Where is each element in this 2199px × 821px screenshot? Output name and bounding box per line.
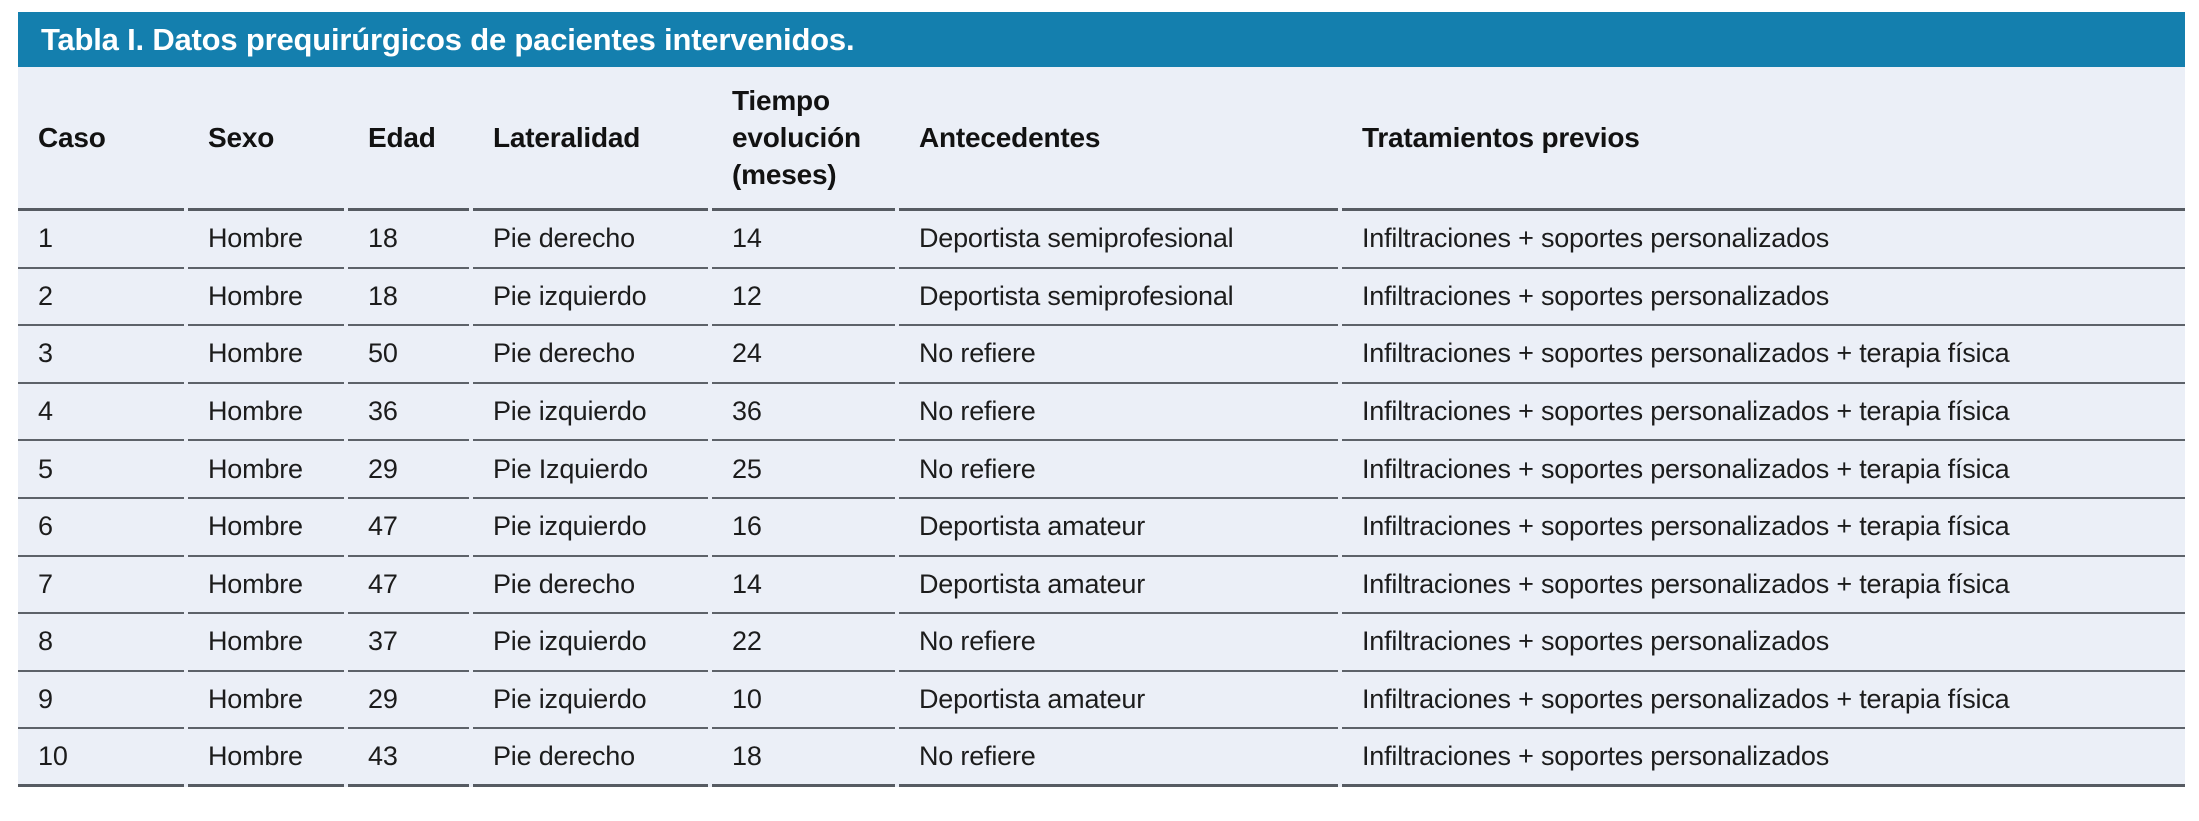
cell-tratamientos-previos: Infiltraciones + soportes personalizados — [1342, 211, 2185, 269]
cell-sexo: Hombre — [188, 211, 344, 269]
cell-caso: 2 — [18, 269, 184, 327]
cell-tiempo-evolucion: 24 — [712, 326, 895, 384]
cell-edad: 50 — [348, 326, 469, 384]
col-header-caso: Caso — [18, 67, 184, 211]
cell-tiempo-evolucion: 10 — [712, 672, 895, 730]
table-row: 10 Hombre 43 Pie derecho 18 No refiere I… — [18, 729, 2185, 787]
cell-edad: 29 — [348, 672, 469, 730]
cell-sexo: Hombre — [188, 441, 344, 499]
cell-caso: 9 — [18, 672, 184, 730]
cell-lateralidad: Pie izquierdo — [473, 672, 708, 730]
table-row: 9 Hombre 29 Pie izquierdo 10 Deportista … — [18, 672, 2185, 730]
cell-tiempo-evolucion: 14 — [712, 557, 895, 615]
cell-tratamientos-previos: Infiltraciones + soportes personalizados — [1342, 269, 2185, 327]
cell-caso: 4 — [18, 384, 184, 442]
col-header-edad: Edad — [348, 67, 469, 211]
cell-edad: 36 — [348, 384, 469, 442]
cell-sexo: Hombre — [188, 614, 344, 672]
cell-tratamientos-previos: Infiltraciones + soportes personalizados… — [1342, 672, 2185, 730]
cell-lateralidad: Pie derecho — [473, 211, 708, 269]
table-header-row: Caso Sexo Edad Lateralidad Tiempo evoluc… — [18, 67, 2185, 211]
cell-sexo: Hombre — [188, 326, 344, 384]
data-table: Caso Sexo Edad Lateralidad Tiempo evoluc… — [18, 67, 2185, 787]
cell-sexo: Hombre — [188, 557, 344, 615]
cell-caso: 3 — [18, 326, 184, 384]
table-row: 3 Hombre 50 Pie derecho 24 No refiere In… — [18, 326, 2185, 384]
col-header-tiempo-evolucion: Tiempo evolución (meses) — [712, 67, 895, 211]
cell-lateralidad: Pie derecho — [473, 326, 708, 384]
table-row: 4 Hombre 36 Pie izquierdo 36 No refiere … — [18, 384, 2185, 442]
cell-lateralidad: Pie derecho — [473, 729, 708, 787]
table-row: 6 Hombre 47 Pie izquierdo 16 Deportista … — [18, 499, 2185, 557]
cell-tiempo-evolucion: 14 — [712, 211, 895, 269]
cell-antecedentes: No refiere — [899, 729, 1338, 787]
cell-caso: 6 — [18, 499, 184, 557]
cell-edad: 18 — [348, 269, 469, 327]
cell-tratamientos-previos: Infiltraciones + soportes personalizados… — [1342, 384, 2185, 442]
cell-antecedentes: Deportista amateur — [899, 499, 1338, 557]
cell-antecedentes: No refiere — [899, 384, 1338, 442]
cell-tratamientos-previos: Infiltraciones + soportes personalizados… — [1342, 326, 2185, 384]
cell-antecedentes: Deportista semiprofesional — [899, 269, 1338, 327]
cell-lateralidad: Pie derecho — [473, 557, 708, 615]
table-title: Tabla I. Datos prequirúrgicos de pacient… — [41, 21, 855, 57]
cell-antecedentes: No refiere — [899, 441, 1338, 499]
cell-tiempo-evolucion: 18 — [712, 729, 895, 787]
table-title-bar: Tabla I. Datos prequirúrgicos de pacient… — [18, 12, 2185, 67]
cell-tiempo-evolucion: 16 — [712, 499, 895, 557]
cell-tratamientos-previos: Infiltraciones + soportes personalizados… — [1342, 499, 2185, 557]
cell-antecedentes: Deportista semiprofesional — [899, 211, 1338, 269]
cell-antecedentes: No refiere — [899, 326, 1338, 384]
cell-caso: 10 — [18, 729, 184, 787]
table-row: 8 Hombre 37 Pie izquierdo 22 No refiere … — [18, 614, 2185, 672]
cell-tratamientos-previos: Infiltraciones + soportes personalizados… — [1342, 441, 2185, 499]
table-row: 7 Hombre 47 Pie derecho 14 Deportista am… — [18, 557, 2185, 615]
cell-caso: 7 — [18, 557, 184, 615]
cell-tiempo-evolucion: 12 — [712, 269, 895, 327]
cell-caso: 1 — [18, 211, 184, 269]
cell-tiempo-evolucion: 25 — [712, 441, 895, 499]
cell-edad: 29 — [348, 441, 469, 499]
table-row: 5 Hombre 29 Pie Izquierdo 25 No refiere … — [18, 441, 2185, 499]
col-header-lateralidad: Lateralidad — [473, 67, 708, 211]
table-row: 1 Hombre 18 Pie derecho 14 Deportista se… — [18, 211, 2185, 269]
cell-caso: 5 — [18, 441, 184, 499]
cell-tratamientos-previos: Infiltraciones + soportes personalizados… — [1342, 557, 2185, 615]
cell-sexo: Hombre — [188, 384, 344, 442]
cell-tratamientos-previos: Infiltraciones + soportes personalizados — [1342, 729, 2185, 787]
cell-antecedentes: Deportista amateur — [899, 557, 1338, 615]
cell-lateralidad: Pie Izquierdo — [473, 441, 708, 499]
cell-antecedentes: No refiere — [899, 614, 1338, 672]
col-header-antecedentes: Antecedentes — [899, 67, 1338, 211]
cell-caso: 8 — [18, 614, 184, 672]
cell-lateralidad: Pie izquierdo — [473, 269, 708, 327]
cell-sexo: Hombre — [188, 499, 344, 557]
cell-tiempo-evolucion: 22 — [712, 614, 895, 672]
cell-edad: 47 — [348, 557, 469, 615]
col-header-tratamientos-previos: Tratamientos previos — [1342, 67, 2185, 211]
table-panel: Tabla I. Datos prequirúrgicos de pacient… — [18, 12, 2185, 787]
col-header-sexo: Sexo — [188, 67, 344, 211]
table-body: 1 Hombre 18 Pie derecho 14 Deportista se… — [18, 211, 2185, 787]
cell-sexo: Hombre — [188, 729, 344, 787]
cell-lateralidad: Pie izquierdo — [473, 499, 708, 557]
cell-antecedentes: Deportista amateur — [899, 672, 1338, 730]
cell-lateralidad: Pie izquierdo — [473, 614, 708, 672]
cell-edad: 37 — [348, 614, 469, 672]
cell-sexo: Hombre — [188, 672, 344, 730]
cell-lateralidad: Pie izquierdo — [473, 384, 708, 442]
cell-edad: 43 — [348, 729, 469, 787]
cell-edad: 47 — [348, 499, 469, 557]
table-row: 2 Hombre 18 Pie izquierdo 12 Deportista … — [18, 269, 2185, 327]
cell-tratamientos-previos: Infiltraciones + soportes personalizados — [1342, 614, 2185, 672]
cell-tiempo-evolucion: 36 — [712, 384, 895, 442]
cell-sexo: Hombre — [188, 269, 344, 327]
cell-edad: 18 — [348, 211, 469, 269]
